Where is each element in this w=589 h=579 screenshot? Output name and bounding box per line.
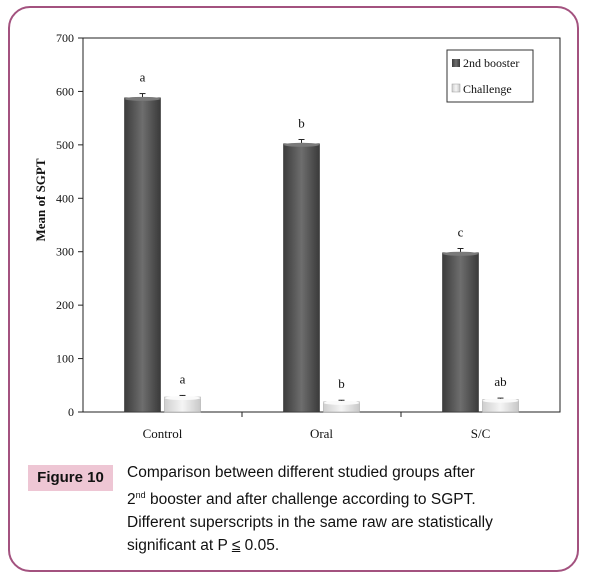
legend: 2nd booster Challenge	[446, 49, 534, 103]
plot-area	[82, 37, 561, 413]
legend-swatch-challenge	[451, 83, 461, 93]
bar-top	[323, 400, 360, 405]
bar-top	[482, 398, 519, 403]
bar	[124, 97, 161, 413]
sgpt-bar-chart: 0 100 200 300 400 500 600 700 Control a a Oral b b S/C…	[33, 31, 561, 441]
x-tick-label: S/C	[471, 426, 491, 441]
legend-swatch-2nd-booster	[452, 59, 460, 67]
caption-line-2-sup: nd	[135, 490, 146, 500]
bar	[283, 143, 320, 413]
caption-line-2-pre: 2	[127, 491, 136, 509]
legend-box	[446, 49, 534, 103]
significance-letter: ab	[494, 374, 506, 389]
figure-label: Figure 10	[28, 465, 113, 491]
legend-label-2nd-booster: 2nd booster	[463, 56, 519, 70]
y-tick-label: 100	[56, 352, 74, 366]
caption-line-1: Comparison between different studied gro…	[127, 464, 475, 481]
bar-top	[442, 251, 479, 256]
caption-line-3: Different superscripts in the same raw a…	[127, 514, 493, 532]
caption-leq-symbol: ≤	[231, 537, 241, 555]
significance-letter: c	[458, 225, 464, 240]
y-tick-label: 0	[68, 405, 74, 419]
y-axis-label: Mean of SGPT	[33, 158, 48, 241]
significance-letter: a	[140, 70, 146, 85]
bar-top	[124, 96, 161, 101]
legend-label-challenge: Challenge	[463, 82, 512, 96]
bar-top	[164, 396, 201, 401]
caption-text: Comparison between different studied gro…	[127, 461, 557, 557]
caption-line-4-pre: significant at P	[127, 537, 232, 555]
significance-letter: b	[338, 376, 345, 391]
significance-letter: b	[298, 116, 305, 131]
significance-letter: a	[180, 371, 186, 386]
bar-top	[283, 142, 320, 147]
x-tick-label: Oral	[310, 426, 333, 441]
y-tick-label: 500	[56, 138, 74, 152]
y-tick-label: 700	[56, 31, 74, 45]
caption-line-4-post: 0.05.	[240, 537, 280, 555]
y-tick-label: 400	[56, 191, 74, 205]
y-tick-label: 600	[56, 84, 74, 98]
y-tick-label: 200	[56, 298, 74, 312]
bar	[442, 252, 479, 413]
y-tick-label: 300	[56, 245, 74, 259]
x-tick-label: Control	[143, 426, 183, 441]
caption-line-2-post: booster and after challenge according to…	[145, 491, 476, 509]
